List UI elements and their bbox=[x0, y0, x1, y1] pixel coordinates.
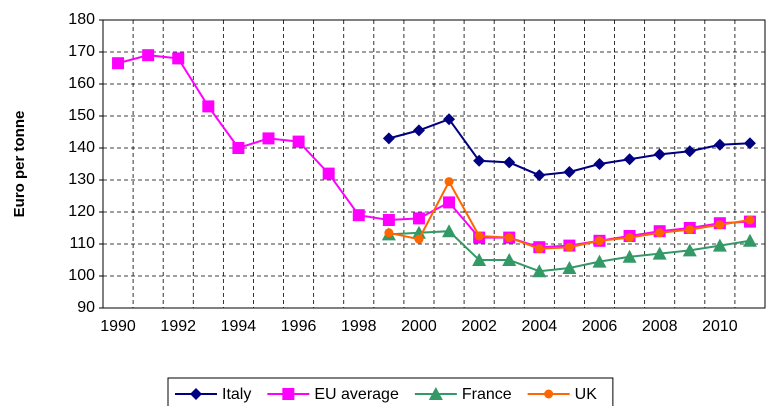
marker bbox=[472, 253, 487, 266]
x-tick-label: 2000 bbox=[401, 318, 437, 335]
marker bbox=[232, 142, 245, 154]
marker bbox=[414, 234, 424, 244]
y-tick-label: 110 bbox=[69, 235, 95, 252]
marker bbox=[563, 166, 576, 178]
x-tick-label: 2006 bbox=[582, 318, 618, 335]
legend-frame bbox=[167, 377, 614, 406]
marker bbox=[562, 261, 577, 274]
legend: Italy EU average France UK bbox=[167, 377, 614, 406]
marker bbox=[592, 254, 607, 268]
marker bbox=[622, 249, 637, 263]
series-line bbox=[388, 179, 751, 250]
marker bbox=[262, 132, 275, 145]
x-tick-label: 1998 bbox=[341, 318, 377, 335]
marker bbox=[412, 124, 425, 137]
marker bbox=[282, 388, 295, 400]
marker bbox=[595, 236, 604, 246]
marker bbox=[412, 212, 425, 225]
marker bbox=[384, 228, 394, 238]
marker bbox=[742, 233, 757, 247]
marker bbox=[685, 225, 695, 235]
x-tick-label: 2010 bbox=[702, 318, 738, 335]
marker bbox=[713, 138, 726, 151]
y-tick-label: 160 bbox=[68, 75, 95, 92]
marker bbox=[202, 100, 215, 113]
marker bbox=[292, 135, 305, 148]
y-tick-label: 140 bbox=[68, 139, 95, 156]
marker bbox=[502, 253, 517, 266]
y-tick-label: 90 bbox=[77, 299, 95, 316]
y-tick-label: 100 bbox=[68, 267, 95, 284]
marker bbox=[443, 113, 456, 126]
marker bbox=[533, 169, 546, 182]
legend-label: Italy bbox=[222, 386, 251, 403]
marker bbox=[382, 214, 395, 226]
x-tick-label: 2002 bbox=[461, 318, 497, 335]
marker bbox=[653, 148, 666, 161]
marker bbox=[382, 132, 395, 145]
marker bbox=[473, 154, 486, 167]
x-tick-label: 2004 bbox=[522, 318, 558, 335]
plot-frame bbox=[102, 19, 766, 309]
marker bbox=[652, 246, 667, 260]
marker bbox=[352, 209, 365, 222]
marker bbox=[411, 225, 426, 239]
marker bbox=[172, 52, 185, 65]
marker bbox=[428, 387, 443, 400]
marker bbox=[715, 220, 725, 230]
legend-label: EU average bbox=[314, 386, 399, 403]
marker bbox=[503, 156, 516, 169]
marker bbox=[112, 57, 125, 70]
marker bbox=[743, 137, 756, 150]
y-tick-label: 150 bbox=[68, 107, 95, 124]
y-tick-label: 120 bbox=[68, 203, 95, 220]
x-tick-label: 1994 bbox=[221, 318, 257, 335]
marker bbox=[142, 49, 155, 62]
y-tick-label: 130 bbox=[68, 171, 95, 188]
x-tick-label: 1990 bbox=[100, 318, 136, 335]
legend-label: UK bbox=[575, 386, 598, 403]
marker bbox=[745, 215, 755, 225]
marker bbox=[504, 233, 514, 243]
marker bbox=[593, 158, 606, 170]
x-tick-label: 2008 bbox=[642, 318, 678, 335]
y-axis-title: Euro per tonne bbox=[11, 111, 28, 218]
marker bbox=[190, 388, 202, 400]
marker bbox=[474, 231, 484, 241]
marker bbox=[544, 389, 554, 399]
marker bbox=[532, 264, 547, 278]
marker bbox=[682, 243, 697, 257]
x-tick-label: 1996 bbox=[281, 318, 317, 335]
marker bbox=[655, 228, 665, 238]
marker bbox=[683, 145, 696, 158]
x-tick-label: 1992 bbox=[160, 318, 196, 335]
marker bbox=[534, 244, 544, 254]
marker bbox=[712, 238, 727, 252]
marker bbox=[444, 177, 454, 187]
y-tick-label: 170 bbox=[68, 43, 95, 60]
marker bbox=[623, 153, 636, 166]
marker bbox=[322, 167, 335, 180]
marker bbox=[564, 242, 574, 252]
marker bbox=[443, 196, 456, 209]
y-tick-label: 180 bbox=[68, 11, 95, 28]
legend-label: France bbox=[462, 386, 512, 403]
marker bbox=[625, 233, 635, 243]
marker bbox=[442, 224, 457, 238]
